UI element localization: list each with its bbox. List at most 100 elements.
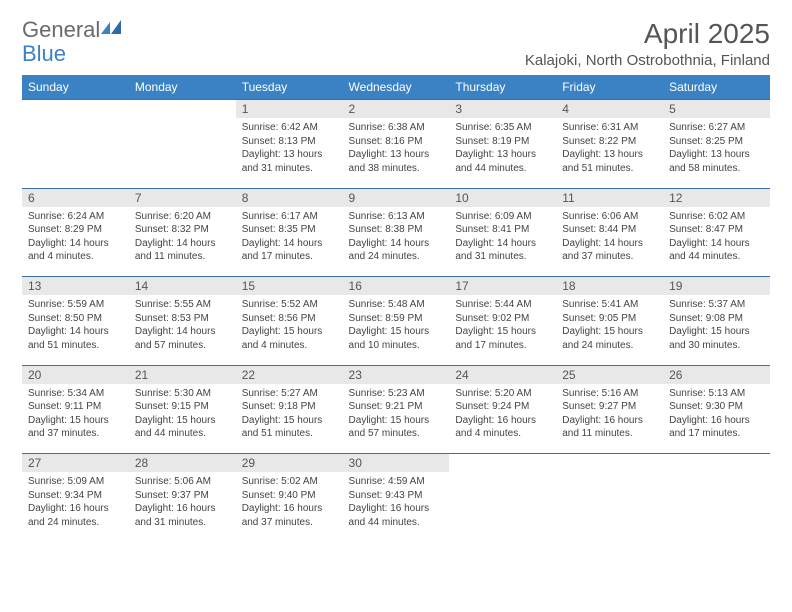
logo-mark-icon	[101, 18, 121, 34]
day-number: 8	[236, 189, 343, 207]
day-cell-body: Sunrise: 5:55 AMSunset: 8:53 PMDaylight:…	[129, 295, 236, 358]
daylight-line: Daylight: 15 hours and 4 minutes.	[242, 325, 337, 352]
day-cell: Sunrise: 4:59 AMSunset: 9:43 PMDaylight:…	[343, 472, 450, 542]
day-cell	[22, 118, 129, 188]
day-number: 9	[343, 189, 450, 207]
sunset-line: Sunset: 8:38 PM	[349, 223, 444, 237]
daylight-line: Daylight: 16 hours and 31 minutes.	[135, 502, 230, 529]
day-cell-body: Sunrise: 5:41 AMSunset: 9:05 PMDaylight:…	[556, 295, 663, 358]
day-cell: Sunrise: 6:13 AMSunset: 8:38 PMDaylight:…	[343, 207, 450, 277]
day-cell-body: Sunrise: 5:48 AMSunset: 8:59 PMDaylight:…	[343, 295, 450, 358]
day-cell: Sunrise: 5:02 AMSunset: 9:40 PMDaylight:…	[236, 472, 343, 542]
day-cell: Sunrise: 5:06 AMSunset: 9:37 PMDaylight:…	[129, 472, 236, 542]
day-cell-body: Sunrise: 5:23 AMSunset: 9:21 PMDaylight:…	[343, 384, 450, 447]
sunrise-line: Sunrise: 5:34 AM	[28, 387, 123, 401]
week-content-row: Sunrise: 5:09 AMSunset: 9:34 PMDaylight:…	[22, 472, 770, 542]
sunrise-line: Sunrise: 4:59 AM	[349, 475, 444, 489]
day-number: 21	[129, 366, 236, 384]
day-number: 17	[449, 277, 556, 295]
day-number: 27	[22, 454, 129, 472]
month-title: April 2025	[525, 18, 770, 50]
week-number-row: 27282930	[22, 454, 770, 473]
weekday-header: Thursday	[449, 75, 556, 100]
sunset-line: Sunset: 8:19 PM	[455, 135, 550, 149]
sunrise-line: Sunrise: 6:38 AM	[349, 121, 444, 135]
day-cell-body: Sunrise: 5:09 AMSunset: 9:34 PMDaylight:…	[22, 472, 129, 535]
daylight-line: Daylight: 15 hours and 10 minutes.	[349, 325, 444, 352]
header: General Blue April 2025 Kalajoki, North …	[22, 18, 770, 69]
daylight-line: Daylight: 15 hours and 51 minutes.	[242, 414, 337, 441]
calendar-body: 12345Sunrise: 6:42 AMSunset: 8:13 PMDayl…	[22, 100, 770, 543]
weekday-header: Saturday	[663, 75, 770, 100]
daylight-line: Daylight: 13 hours and 31 minutes.	[242, 148, 337, 175]
day-cell: Sunrise: 5:20 AMSunset: 9:24 PMDaylight:…	[449, 384, 556, 454]
day-cell: Sunrise: 5:52 AMSunset: 8:56 PMDaylight:…	[236, 295, 343, 365]
sunrise-line: Sunrise: 6:09 AM	[455, 210, 550, 224]
daylight-line: Daylight: 14 hours and 17 minutes.	[242, 237, 337, 264]
day-number: 28	[129, 454, 236, 472]
day-number: 7	[129, 189, 236, 207]
day-number: 18	[556, 277, 663, 295]
sunrise-line: Sunrise: 6:35 AM	[455, 121, 550, 135]
daylight-line: Daylight: 16 hours and 4 minutes.	[455, 414, 550, 441]
day-cell: Sunrise: 5:34 AMSunset: 9:11 PMDaylight:…	[22, 384, 129, 454]
sunrise-line: Sunrise: 5:23 AM	[349, 387, 444, 401]
day-cell: Sunrise: 6:09 AMSunset: 8:41 PMDaylight:…	[449, 207, 556, 277]
day-number: 25	[556, 366, 663, 384]
sunset-line: Sunset: 8:47 PM	[669, 223, 764, 237]
day-cell: Sunrise: 6:17 AMSunset: 8:35 PMDaylight:…	[236, 207, 343, 277]
day-number: 12	[663, 189, 770, 207]
daylight-line: Daylight: 13 hours and 38 minutes.	[349, 148, 444, 175]
sunrise-line: Sunrise: 6:27 AM	[669, 121, 764, 135]
day-cell: Sunrise: 6:20 AMSunset: 8:32 PMDaylight:…	[129, 207, 236, 277]
day-cell: Sunrise: 5:09 AMSunset: 9:34 PMDaylight:…	[22, 472, 129, 542]
week-content-row: Sunrise: 5:34 AMSunset: 9:11 PMDaylight:…	[22, 384, 770, 454]
calendar-table: SundayMondayTuesdayWednesdayThursdayFrid…	[22, 75, 770, 542]
daylight-line: Daylight: 14 hours and 51 minutes.	[28, 325, 123, 352]
daylight-line: Daylight: 13 hours and 51 minutes.	[562, 148, 657, 175]
day-cell-body: Sunrise: 6:09 AMSunset: 8:41 PMDaylight:…	[449, 207, 556, 270]
sunset-line: Sunset: 9:43 PM	[349, 489, 444, 503]
sunset-line: Sunset: 9:08 PM	[669, 312, 764, 326]
day-cell-body: Sunrise: 5:30 AMSunset: 9:15 PMDaylight:…	[129, 384, 236, 447]
day-cell-body: Sunrise: 6:06 AMSunset: 8:44 PMDaylight:…	[556, 207, 663, 270]
day-cell: Sunrise: 6:02 AMSunset: 8:47 PMDaylight:…	[663, 207, 770, 277]
day-number: 29	[236, 454, 343, 472]
day-number: 2	[343, 100, 450, 118]
day-cell-body: Sunrise: 6:38 AMSunset: 8:16 PMDaylight:…	[343, 118, 450, 181]
day-cell: Sunrise: 6:35 AMSunset: 8:19 PMDaylight:…	[449, 118, 556, 188]
day-cell	[663, 472, 770, 542]
sunrise-line: Sunrise: 5:44 AM	[455, 298, 550, 312]
day-cell: Sunrise: 5:44 AMSunset: 9:02 PMDaylight:…	[449, 295, 556, 365]
day-number: 6	[22, 189, 129, 207]
day-number: 24	[449, 366, 556, 384]
daylight-line: Daylight: 16 hours and 44 minutes.	[349, 502, 444, 529]
day-cell: Sunrise: 5:48 AMSunset: 8:59 PMDaylight:…	[343, 295, 450, 365]
day-cell	[449, 472, 556, 542]
day-cell: Sunrise: 5:30 AMSunset: 9:15 PMDaylight:…	[129, 384, 236, 454]
day-number: 19	[663, 277, 770, 295]
sunset-line: Sunset: 8:35 PM	[242, 223, 337, 237]
sunset-line: Sunset: 8:32 PM	[135, 223, 230, 237]
day-cell: Sunrise: 5:37 AMSunset: 9:08 PMDaylight:…	[663, 295, 770, 365]
day-cell	[556, 472, 663, 542]
sunset-line: Sunset: 8:25 PM	[669, 135, 764, 149]
day-cell-body: Sunrise: 6:31 AMSunset: 8:22 PMDaylight:…	[556, 118, 663, 181]
daylight-line: Daylight: 16 hours and 37 minutes.	[242, 502, 337, 529]
daylight-line: Daylight: 14 hours and 57 minutes.	[135, 325, 230, 352]
day-cell: Sunrise: 6:42 AMSunset: 8:13 PMDaylight:…	[236, 118, 343, 188]
sunset-line: Sunset: 8:44 PM	[562, 223, 657, 237]
sunrise-line: Sunrise: 5:30 AM	[135, 387, 230, 401]
day-cell-body: Sunrise: 5:34 AMSunset: 9:11 PMDaylight:…	[22, 384, 129, 447]
week-number-row: 20212223242526	[22, 365, 770, 384]
sunrise-line: Sunrise: 5:20 AM	[455, 387, 550, 401]
day-cell-body: Sunrise: 6:35 AMSunset: 8:19 PMDaylight:…	[449, 118, 556, 181]
sunset-line: Sunset: 8:59 PM	[349, 312, 444, 326]
sunrise-line: Sunrise: 6:20 AM	[135, 210, 230, 224]
logo-word2: Blue	[22, 42, 121, 66]
week-content-row: Sunrise: 5:59 AMSunset: 8:50 PMDaylight:…	[22, 295, 770, 365]
sunset-line: Sunset: 9:21 PM	[349, 400, 444, 414]
daylight-line: Daylight: 15 hours and 30 minutes.	[669, 325, 764, 352]
sunset-line: Sunset: 8:50 PM	[28, 312, 123, 326]
week-number-row: 12345	[22, 100, 770, 119]
